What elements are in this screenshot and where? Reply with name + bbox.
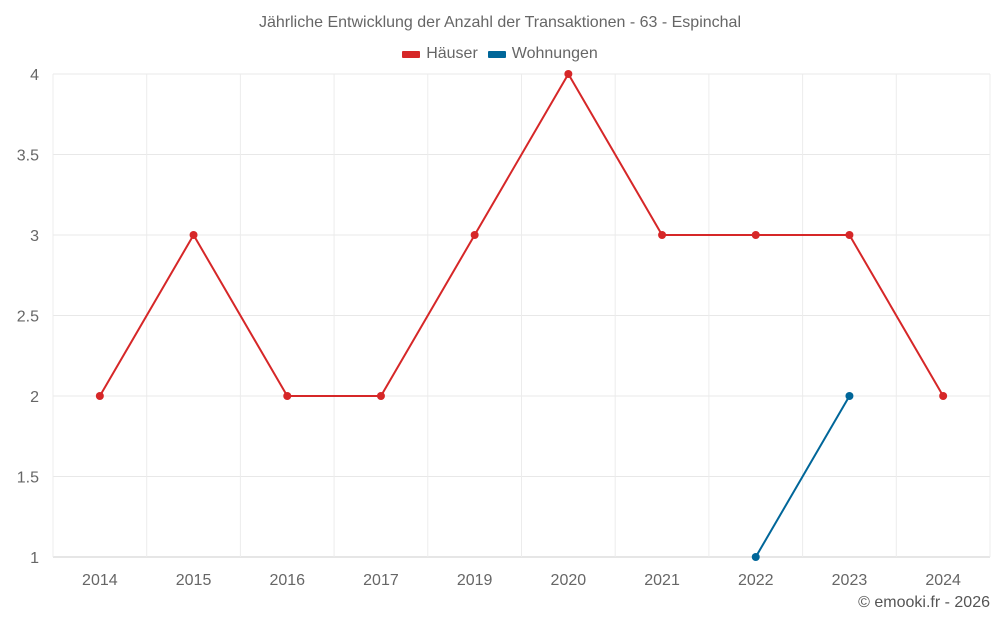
data-point[interactable] [470,231,479,239]
series-wohnungen [751,392,854,561]
legend-swatch-haeuser [402,50,421,58]
chart-title: Jährliche Entwicklung der Anzahl der Tra… [258,14,742,31]
chart-legend: Häuser Wohnungen [0,45,1000,63]
y-tick-label: 3 [30,228,39,245]
data-point[interactable] [283,392,292,400]
x-tick-label: 2019 [457,572,493,589]
legend-label: Wohnungen [511,45,598,62]
data-point[interactable] [658,231,667,239]
y-tick-label: 1 [30,550,39,567]
y-tick-label: 2 [30,389,39,406]
data-point[interactable] [845,231,854,239]
data-point[interactable] [95,392,104,400]
x-tick-label: 2016 [269,572,305,589]
legend-label: Häuser [426,45,478,62]
data-point[interactable] [376,392,385,400]
y-tick-label: 1.5 [17,470,39,487]
y-tick-label: 3.5 [17,148,39,165]
credit-text: © emooki.fr - 2026 [858,594,990,611]
data-point[interactable] [564,70,573,78]
x-tick-label: 2022 [738,572,774,589]
x-tick-label: 2021 [644,572,680,589]
x-tick-label: 2015 [176,572,212,589]
x-tick-label: 2024 [925,572,961,589]
x-tick-label: 2014 [82,572,118,589]
data-point[interactable] [751,231,760,239]
legend-item-haeuser[interactable]: Häuser [402,45,478,63]
data-point[interactable] [189,231,198,239]
data-point[interactable] [939,392,948,400]
data-point[interactable] [751,553,760,561]
x-tick-label: 2023 [832,572,868,589]
legend-swatch-wohnungen [487,50,506,58]
legend-item-wohnungen[interactable]: Wohnungen [487,45,598,63]
data-point[interactable] [845,392,854,400]
y-tick-label: 2.5 [17,309,39,326]
series-häuser [95,70,948,400]
x-tick-label: 2020 [551,572,587,589]
y-tick-label: 4 [30,67,39,84]
x-tick-label: 2017 [363,572,399,589]
